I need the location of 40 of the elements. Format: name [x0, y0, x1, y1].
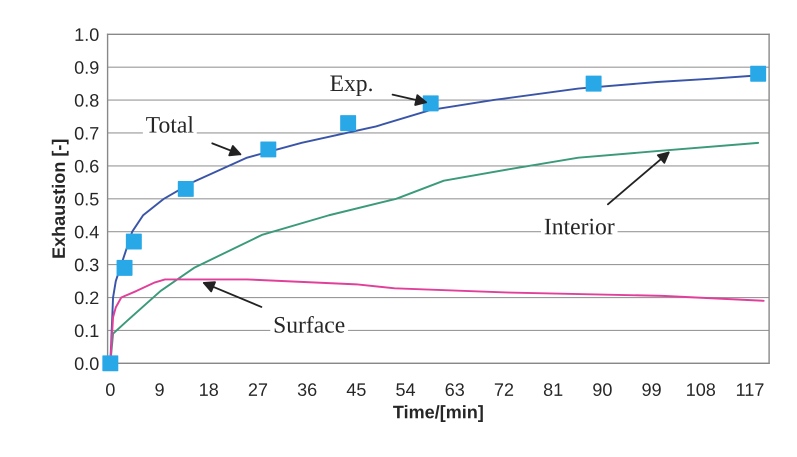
x-tick-label: 117 [736, 383, 764, 396]
point [126, 234, 142, 250]
point [178, 180, 194, 197]
point [340, 115, 356, 132]
point [260, 141, 276, 158]
x-tick-label: 36 [298, 383, 316, 396]
x-tick-label: 81 [544, 383, 562, 396]
x-tick-label: 45 [346, 383, 366, 396]
x-axis-title: Time/[min] [393, 405, 483, 422]
y-tick-label: 1.0 [76, 28, 99, 41]
x-tick-label: 18 [200, 383, 218, 396]
x-tick-label: 108 [687, 383, 716, 396]
point [102, 355, 118, 372]
x-tick-label: 90 [593, 383, 612, 396]
x-tick-label: 54 [396, 383, 416, 396]
y-tick-label: 0.8 [74, 94, 98, 107]
annotation: Interior [544, 218, 614, 235]
y-tick-label: 0.1 [74, 324, 98, 338]
x-tick-label: 99 [642, 383, 661, 396]
y-axis-title: Exhaustion [-] [52, 140, 69, 258]
point [750, 66, 766, 82]
annotation: Surface [274, 316, 344, 333]
x-tick-label: 27 [248, 383, 268, 396]
annotation: Total [146, 116, 194, 133]
point [116, 260, 133, 276]
point [422, 95, 439, 112]
x-tick-label: 72 [494, 383, 514, 396]
y-tick-label: 0.2 [74, 291, 98, 304]
x-tick-label: 9 [155, 383, 164, 396]
y-tick-label: 0.9 [74, 61, 98, 74]
y-tick-label: 0.3 [74, 258, 98, 272]
point [586, 76, 602, 92]
annotation: Exp. [330, 76, 372, 96]
x-tick-label: 0 [106, 383, 115, 396]
x-tick-label: 63 [446, 383, 464, 396]
y-tick-label: 0.5 [74, 192, 99, 206]
y-tick-label: 0.0 [74, 357, 99, 370]
y-tick-label: 0.6 [74, 160, 98, 173]
y-tick-label: 0.7 [74, 126, 98, 140]
y-tick-label: 0.4 [74, 226, 99, 238]
